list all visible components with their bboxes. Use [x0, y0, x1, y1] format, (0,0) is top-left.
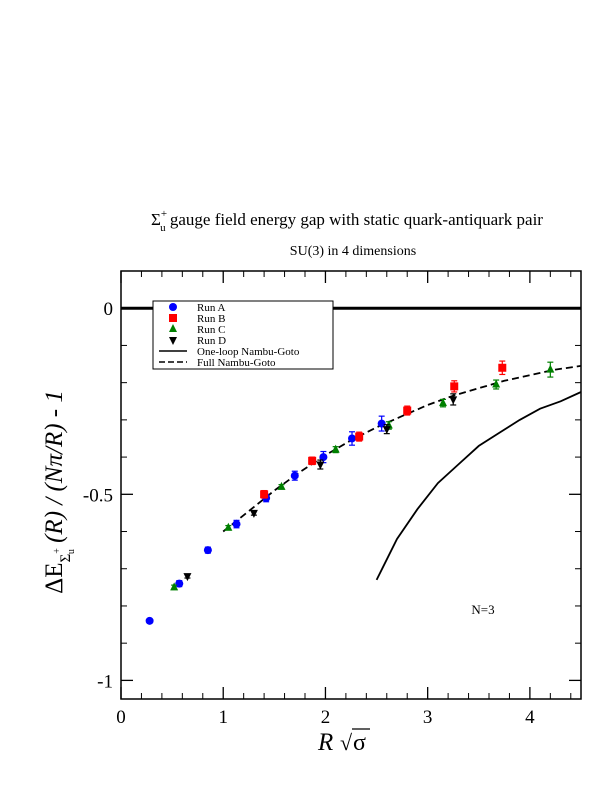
x-axis-label: R √ σ — [317, 728, 370, 756]
y-tick-label: 0 — [104, 299, 114, 320]
data-point — [377, 419, 386, 428]
y-label-suffix: (R) / (Nπ/R) - 1 — [41, 390, 68, 543]
data-point — [355, 432, 364, 441]
annotation-n: N=3 — [471, 602, 494, 617]
data-point — [403, 406, 412, 415]
y-tick-label: -0.5 — [83, 485, 113, 506]
data-point — [308, 456, 317, 465]
legend-marker — [169, 314, 177, 322]
data-point — [224, 522, 233, 531]
chart-title: Σ+ u gauge field energy gap with static q… — [151, 208, 543, 234]
title-symbol-base: Σ — [151, 210, 161, 229]
plot-frame — [120, 270, 582, 700]
data-point — [319, 453, 328, 462]
data-point — [449, 396, 458, 405]
data-point — [450, 382, 459, 391]
data-point — [382, 426, 391, 435]
series-run-c — [170, 361, 555, 591]
legend-label: Full Nambu-Goto — [197, 357, 276, 369]
data-point — [492, 379, 501, 388]
data-point — [290, 471, 299, 480]
y-tick-label: -1 — [97, 671, 113, 692]
legend-marker — [169, 324, 177, 332]
title-symbol-sup: + — [161, 208, 167, 220]
full-nambu-goto-curve — [222, 365, 582, 533]
data-point — [175, 579, 184, 588]
title-text: gauge field energy gap with static quark… — [170, 210, 543, 229]
data-point — [498, 363, 507, 372]
y-axis-label: ΔEΣ+ u (R) / (Nπ/R) - 1 — [41, 390, 77, 594]
legend-marker — [169, 337, 177, 345]
legend-label: Run A — [197, 302, 225, 314]
y-label-sub-base: Σ — [58, 554, 74, 563]
data-point — [331, 444, 340, 453]
data-point — [546, 364, 555, 373]
y-label-prefix: ΔE — [41, 563, 68, 594]
one-loop-nambu-goto-curve — [375, 391, 582, 581]
data-point — [203, 546, 212, 555]
data-point — [439, 398, 447, 407]
data-point — [232, 520, 241, 529]
chart-subtitle: SU(3) in 4 dimensions — [290, 244, 416, 259]
data-point — [145, 616, 154, 625]
legend-label: Run C — [197, 324, 225, 336]
title-symbol-sub: u — [160, 222, 166, 234]
legend-label: One-loop Nambu-Goto — [197, 346, 300, 358]
x-tick-label: 1 — [218, 707, 228, 728]
data-point — [316, 461, 325, 470]
series-run-b — [260, 360, 507, 499]
legend-box — [152, 300, 334, 370]
data-point — [348, 434, 357, 443]
x-tick-label: 3 — [423, 707, 433, 728]
x-tick-label: 2 — [321, 707, 331, 728]
x-tick-label: 0 — [116, 707, 126, 728]
data-point — [183, 573, 192, 582]
legend-label: Run D — [197, 335, 226, 347]
x-label-sqrt-sign: √ — [340, 730, 353, 755]
data-point — [249, 509, 258, 518]
y-label-sub-sup: + — [52, 548, 63, 554]
series-run-d — [183, 393, 458, 582]
x-label-sqrt: σ — [353, 730, 366, 756]
x-label-main: R — [317, 729, 333, 756]
data-point — [277, 481, 286, 490]
data-point — [170, 582, 179, 591]
legend-marker — [169, 303, 177, 311]
series-run-a — [145, 415, 386, 625]
data-point — [260, 490, 269, 499]
y-label-sub-sub: u — [66, 549, 77, 554]
x-tick-label: 4 — [525, 707, 535, 728]
legend-label: Run B — [197, 313, 225, 325]
